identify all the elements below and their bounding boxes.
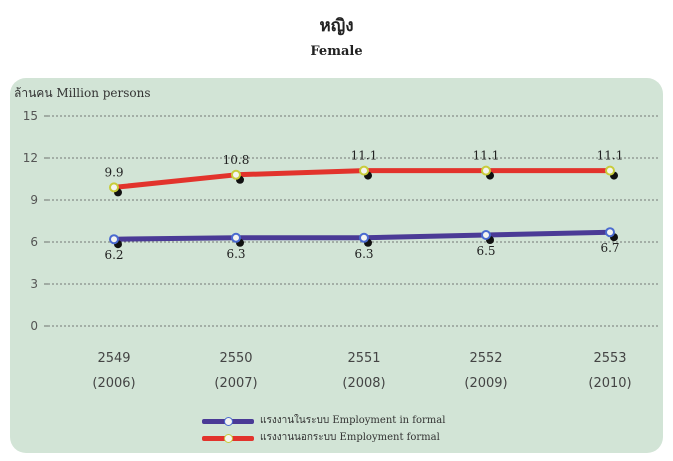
data-point: [359, 232, 369, 243]
data-label: 6.5: [476, 244, 495, 258]
x-tick-label-year: 2553: [593, 351, 626, 366]
x-tick-label-ce: (2008): [342, 376, 385, 391]
data-label: 11.1: [597, 149, 624, 163]
data-point: [481, 165, 491, 176]
y-tick-label: 6: [30, 235, 38, 249]
x-tick-label-ce: (2010): [588, 376, 631, 391]
data-point: [605, 165, 615, 176]
y-tick-label: 9: [30, 193, 38, 207]
data-label: 6.7: [600, 241, 619, 255]
chart-panel: [10, 78, 663, 453]
x-tick-label-ce: (2006): [92, 376, 135, 391]
legend-marker-informal: [224, 434, 233, 443]
data-label: 11.1: [351, 149, 378, 163]
data-label: 6.3: [226, 247, 245, 261]
x-tick-label-year: 2550: [219, 351, 252, 366]
x-tick-label-year: 2552: [469, 351, 502, 366]
y-axis-label: ล้านคน Million persons: [14, 86, 151, 100]
data-point: [481, 230, 491, 240]
data-point: [605, 227, 615, 238]
y-tick-label: 15: [23, 109, 38, 123]
data-label: 11.1: [473, 149, 500, 163]
x-tick-labels: 2549 (2006) 2550 (2007) 2551 (2008) 2552 (2009)…: [92, 351, 631, 391]
x-tick-label-ce: (2009): [464, 376, 507, 391]
x-tick-label-ce: (2007): [214, 376, 257, 391]
data-point: [231, 232, 241, 243]
legend-label-informal: แรงงานนอกระบบ Employment formal: [260, 432, 440, 443]
y-tick-labels: 0 3 6 9 12 15: [23, 109, 38, 333]
y-tick-label: 3: [30, 277, 38, 291]
data-labels: 6.2 6.3 6.3 6.5 6.7 9.9 10.8 11.1 11.1 11.1: [104, 149, 623, 263]
chart-title-english: Female: [310, 44, 363, 59]
legend-marker-formal: [224, 417, 233, 426]
data-point: [109, 182, 119, 193]
data-label: 9.9: [104, 165, 123, 179]
data-point: [109, 234, 119, 245]
data-label: 6.2: [104, 248, 123, 262]
x-tick-label-year: 2549: [97, 351, 130, 366]
series-lines: [109, 165, 618, 249]
y-tick-label: 12: [23, 151, 38, 165]
y-tick-label: 0: [30, 319, 38, 333]
data-point: [359, 165, 369, 176]
x-tick-label-year: 2551: [347, 351, 380, 366]
legend-label-formal: แรงงานในระบบ Employment in formal: [260, 415, 446, 426]
data-point: [231, 169, 241, 180]
data-label: 10.8: [223, 153, 250, 167]
grid-lines: [44, 115, 658, 327]
data-label: 6.3: [354, 247, 373, 261]
chart-title-thai: หญิง: [319, 16, 354, 36]
